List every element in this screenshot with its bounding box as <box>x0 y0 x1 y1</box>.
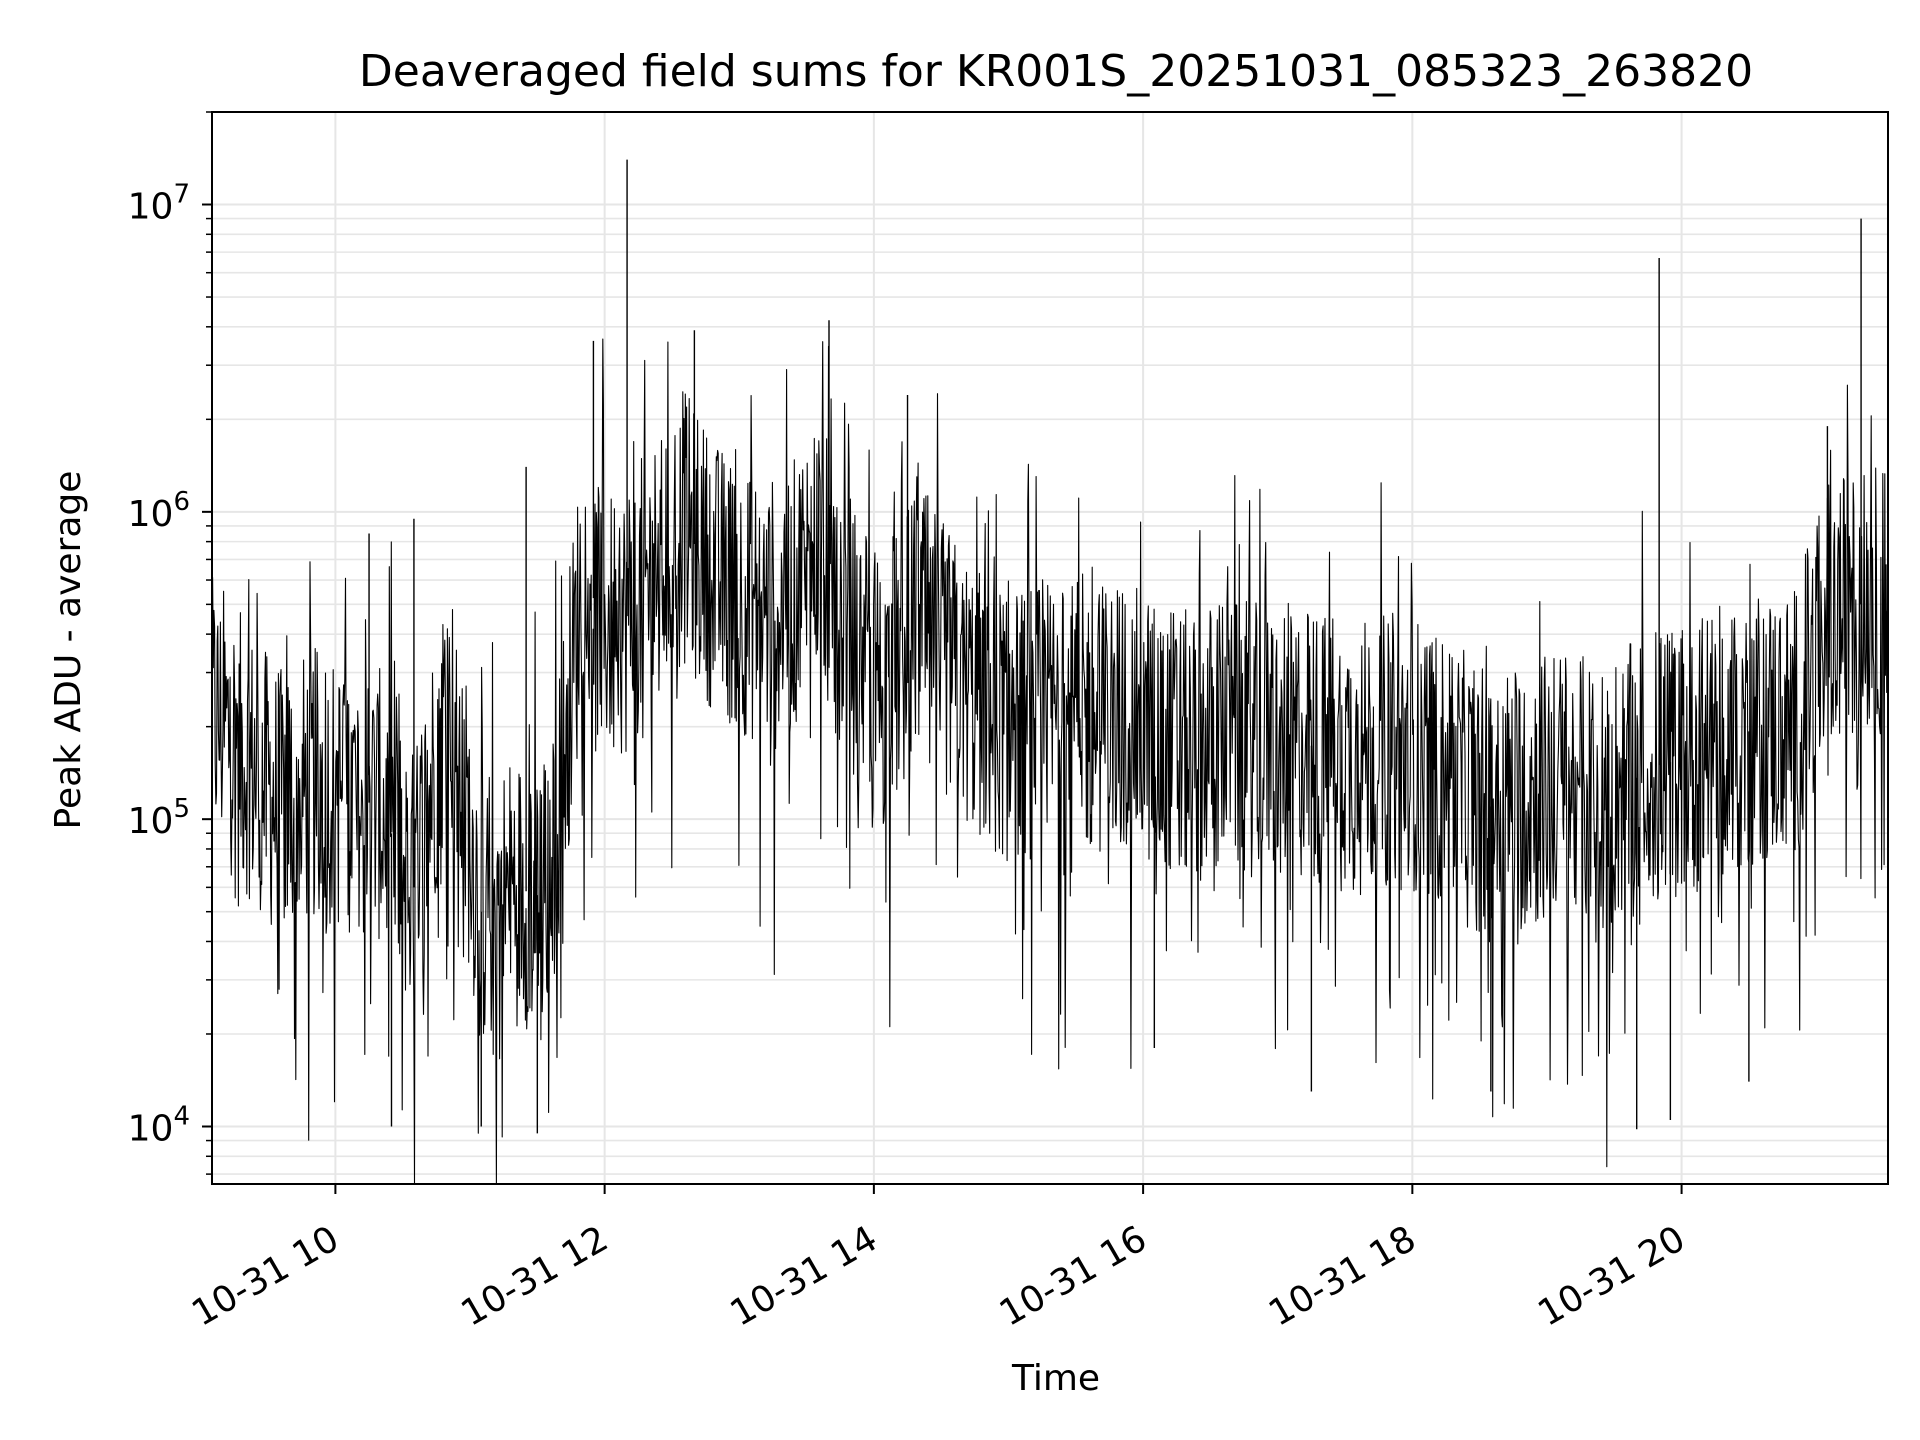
plot-area <box>211 159 1889 1185</box>
y-tick-base: 10 <box>128 1109 174 1150</box>
y-tick-label: 104 <box>128 1102 190 1150</box>
x-tick-label: 10-31 20 <box>1531 1218 1692 1334</box>
y-tick-exponent: 7 <box>173 180 190 210</box>
x-axis-label: Time <box>1011 1358 1100 1399</box>
x-axis: 10-31 10 10-31 12 10-31 14 10-31 16 10-31 18… <box>185 1184 1692 1335</box>
x-tick-label: 10-31 16 <box>993 1218 1154 1334</box>
x-tick-label: 10-31 14 <box>724 1218 885 1334</box>
x-tick-label: 10-31 10 <box>185 1218 346 1334</box>
y-tick-label: 106 <box>128 487 190 535</box>
y-tick-exponent: 6 <box>173 487 190 517</box>
y-tick-label: 107 <box>128 180 190 228</box>
y-tick-base: 10 <box>128 801 174 842</box>
y-axis-label: Peak ADU - average <box>48 471 89 830</box>
y-tick-base: 10 <box>128 494 174 535</box>
x-tick-label: 10-31 12 <box>454 1218 615 1334</box>
x-tick-label: 10-31 18 <box>1262 1218 1423 1334</box>
y-tick-exponent: 5 <box>173 794 190 824</box>
y-tick-exponent: 4 <box>173 1102 190 1132</box>
y-tick-label: 105 <box>128 794 190 842</box>
series-line <box>211 338 1889 1185</box>
axes-frame <box>211 111 1889 1185</box>
axes <box>211 111 1889 1185</box>
chart-title: Deaveraged field sums for KR001S_2025103… <box>359 46 1753 97</box>
y-tick-base: 10 <box>128 187 174 228</box>
